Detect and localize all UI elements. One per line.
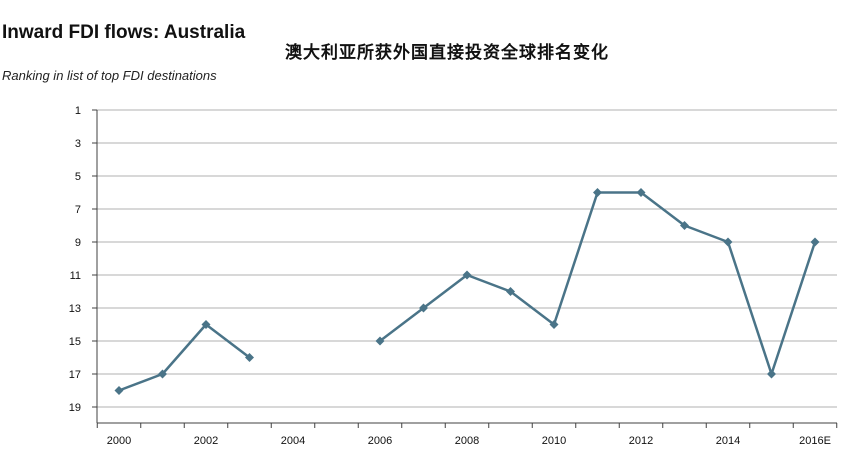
x-tick-label: 2008 xyxy=(455,435,479,447)
data-point-marker xyxy=(245,353,254,362)
data-point-marker xyxy=(114,386,124,395)
y-tick-label: 13 xyxy=(69,303,81,315)
y-tick-label: 9 xyxy=(75,237,81,249)
x-tick-label: 2000 xyxy=(107,435,131,447)
data-point-marker xyxy=(549,320,559,329)
data-point-marker xyxy=(462,270,472,280)
x-tick-label: 2004 xyxy=(281,435,305,447)
y-tick-label: 7 xyxy=(75,204,81,216)
data-point-marker xyxy=(506,287,515,296)
series-line xyxy=(379,191,817,376)
y-tick-label: 15 xyxy=(69,336,81,348)
data-point-marker xyxy=(201,320,211,329)
chart-subtitle: Ranking in list of top FDI destinations xyxy=(2,68,217,83)
y-tick-label: 5 xyxy=(75,171,81,183)
y-tick-label: 19 xyxy=(69,402,81,414)
x-tick-label: 2012 xyxy=(629,435,653,447)
series-line xyxy=(118,323,251,392)
data-point-marker xyxy=(419,303,428,313)
x-tick-label: 2014 xyxy=(716,435,740,447)
data-point-marker xyxy=(158,369,167,379)
data-point-marker xyxy=(723,237,733,247)
x-tick-label: 2006 xyxy=(368,435,392,447)
y-tick-label: 3 xyxy=(75,138,81,150)
x-tick-label: 2002 xyxy=(194,435,218,447)
data-point-marker xyxy=(810,237,820,247)
data-point-marker xyxy=(636,188,646,197)
x-tick-label: 2016E xyxy=(799,435,831,447)
data-point-marker xyxy=(375,336,385,346)
chinese-title: 澳大利亚所获外国直接投资全球排名变化 xyxy=(285,43,609,63)
y-tick-label: 11 xyxy=(70,270,81,282)
data-point-marker xyxy=(767,369,776,379)
data-point-marker xyxy=(593,188,602,197)
x-tick-label: 2010 xyxy=(542,435,566,447)
data-point-marker xyxy=(680,221,689,230)
y-tick-label: 17 xyxy=(69,369,81,381)
chart-title: Inward FDI flows: Australia xyxy=(2,22,246,43)
y-tick-label: 1 xyxy=(75,105,81,117)
